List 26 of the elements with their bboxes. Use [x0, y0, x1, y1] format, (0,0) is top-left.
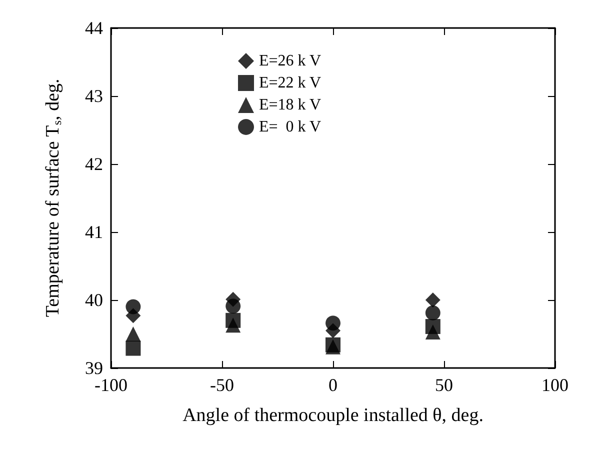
y-tick-label: 42 — [85, 154, 103, 174]
y-tick-label: 40 — [85, 290, 103, 310]
x-tick-label: 0 — [328, 375, 338, 395]
legend-label: E=22 k V — [259, 74, 322, 92]
point — [226, 298, 241, 314]
y-tick-label: 43 — [85, 86, 103, 106]
point — [226, 318, 241, 333]
point — [126, 299, 141, 314]
legend-label: E= 0 k V — [259, 118, 322, 136]
point — [326, 316, 340, 331]
y-tick-label: 41 — [85, 222, 103, 242]
point — [126, 340, 141, 356]
x-tick-label: -50 — [210, 375, 234, 395]
y-tick-label: 44 — [85, 18, 103, 38]
x-tick-label: 50 — [435, 375, 453, 395]
x-axis-title: Angle of thermocouple installed θ, deg. — [182, 405, 484, 426]
point — [425, 292, 440, 308]
x-tick-label: -100 — [94, 375, 128, 395]
legend-label: E=18 k V — [259, 96, 322, 114]
point — [126, 326, 141, 342]
y-tick-label: 39 — [85, 358, 103, 378]
y-axis-title: Temperature of surface Ts, deg. — [42, 78, 64, 318]
point — [425, 305, 440, 320]
point — [425, 324, 440, 340]
x-tick-label: 100 — [542, 375, 568, 395]
legend-label: E=26 k V — [259, 52, 322, 70]
